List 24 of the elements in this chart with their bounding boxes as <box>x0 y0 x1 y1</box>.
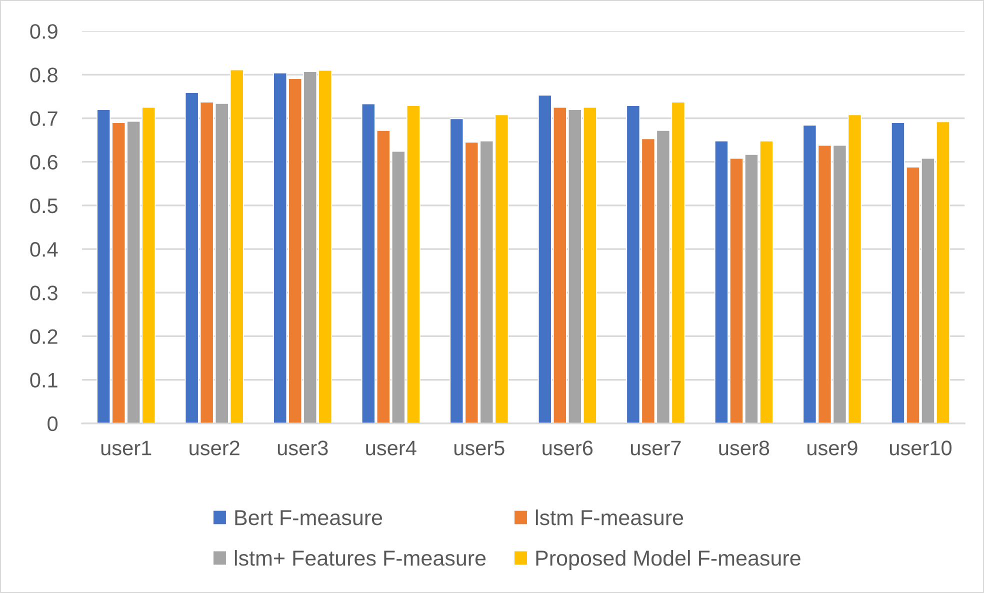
legend-label: Bert F-measure <box>235 510 382 526</box>
x-tick-label: user2 <box>190 440 240 456</box>
y-tick-label: 0.4 <box>30 242 58 257</box>
y-tick-label: 0.7 <box>30 111 58 126</box>
x-tick-label: user5 <box>454 440 504 456</box>
y-tick-label: 0.3 <box>30 286 58 300</box>
x-tick-label: user6 <box>542 440 593 456</box>
y-tick-label: 0 <box>48 416 58 432</box>
y-tick-label: 0.8 <box>30 68 58 82</box>
legend-label: lstm+ Features F-measure <box>234 550 486 566</box>
x-tick-label: user10 <box>890 440 952 456</box>
y-tick-label: 0.5 <box>30 198 58 214</box>
y-tick-label: 0.6 <box>30 154 58 170</box>
legend-label: lstm F-measure <box>536 509 684 526</box>
x-tick-label: user1 <box>101 440 152 456</box>
y-tick-label: 0.9 <box>30 24 58 39</box>
x-tick-label: user4 <box>366 440 416 456</box>
x-tick-label: user3 <box>278 440 328 456</box>
y-tick-label: 0.1 <box>30 372 58 388</box>
legend-label: Proposed Model F-measure <box>536 550 800 570</box>
x-tick-label: user9 <box>808 440 858 456</box>
x-tick-label: user8 <box>719 440 770 456</box>
y-tick-label: 0.2 <box>30 329 58 344</box>
x-tick-label: user7 <box>630 440 681 456</box>
